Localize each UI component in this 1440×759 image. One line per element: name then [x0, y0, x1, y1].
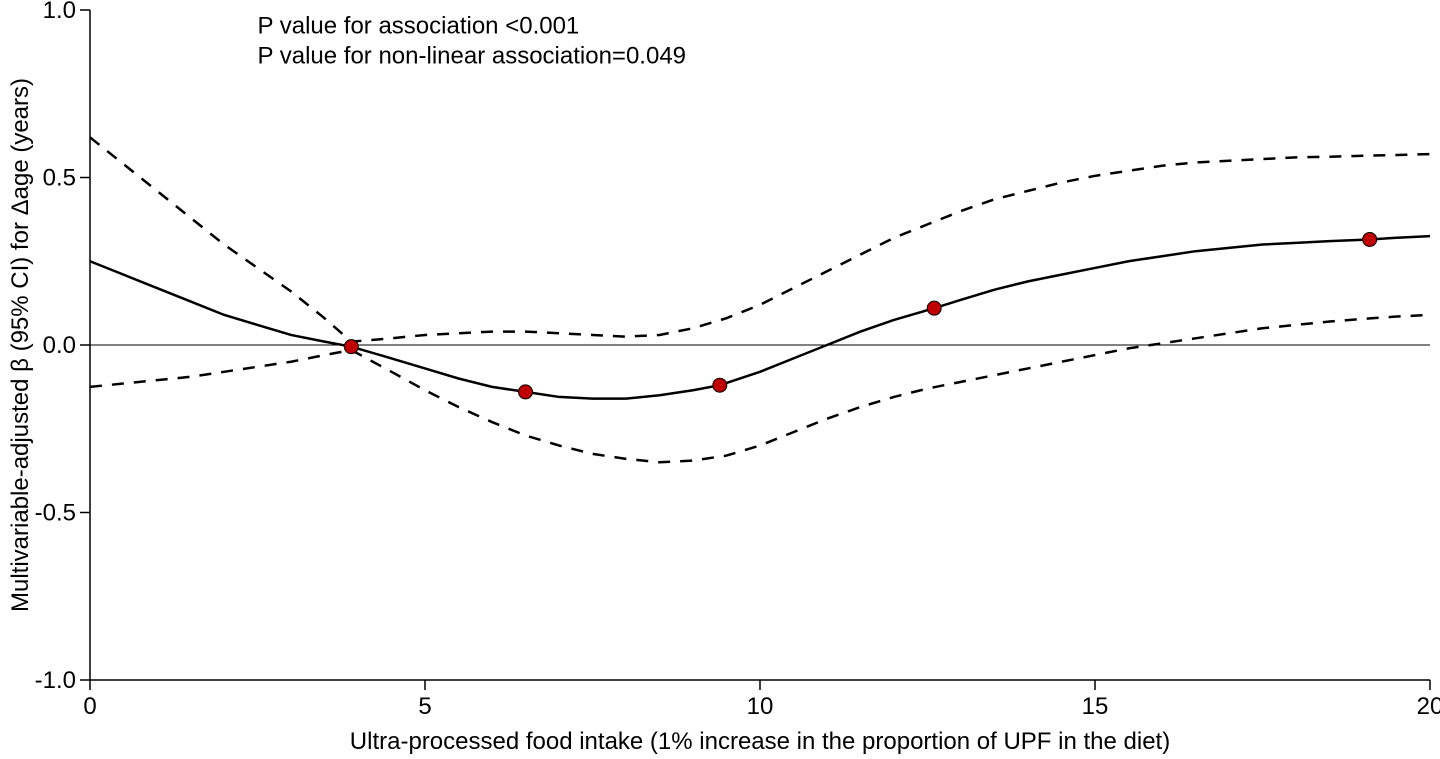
lower-ci-curve [90, 315, 1430, 462]
annotation-text: P value for association <0.001 [258, 12, 580, 39]
data-marker [519, 385, 533, 399]
x-tick-label: 20 [1417, 693, 1440, 720]
spline-chart: 0 5 10 15 20 -1.0 -0.5 0.0 0.5 1.0 Ultra-processed… [0, 0, 1440, 759]
y-tick-label: 1.0 [43, 0, 76, 24]
upper-ci-curve [90, 137, 1430, 341]
y-tick-label: -1.0 [35, 667, 76, 694]
y-tick-label: 0.0 [43, 332, 76, 359]
x-tick-label: 5 [418, 693, 431, 720]
center-curve [90, 236, 1430, 398]
data-marker [1363, 232, 1377, 246]
chart-container: 0 5 10 15 20 -1.0 -0.5 0.0 0.5 1.0 Ultra-processed… [0, 0, 1440, 759]
x-axis-title: Ultra-processed food intake (1% increase… [350, 728, 1170, 755]
x-tick-label: 0 [83, 693, 96, 720]
data-marker [927, 301, 941, 315]
y-axis-title: Multivariable-adjusted β (95% CI) for Δa… [7, 78, 34, 612]
data-marker [344, 340, 358, 354]
annotation-text: P value for non-linear association=0.049 [258, 43, 687, 70]
x-tick-label: 10 [747, 693, 774, 720]
x-tick-label: 15 [1082, 693, 1109, 720]
y-tick-label: 0.5 [43, 165, 76, 192]
data-marker [713, 378, 727, 392]
y-tick-label: -0.5 [35, 500, 76, 527]
